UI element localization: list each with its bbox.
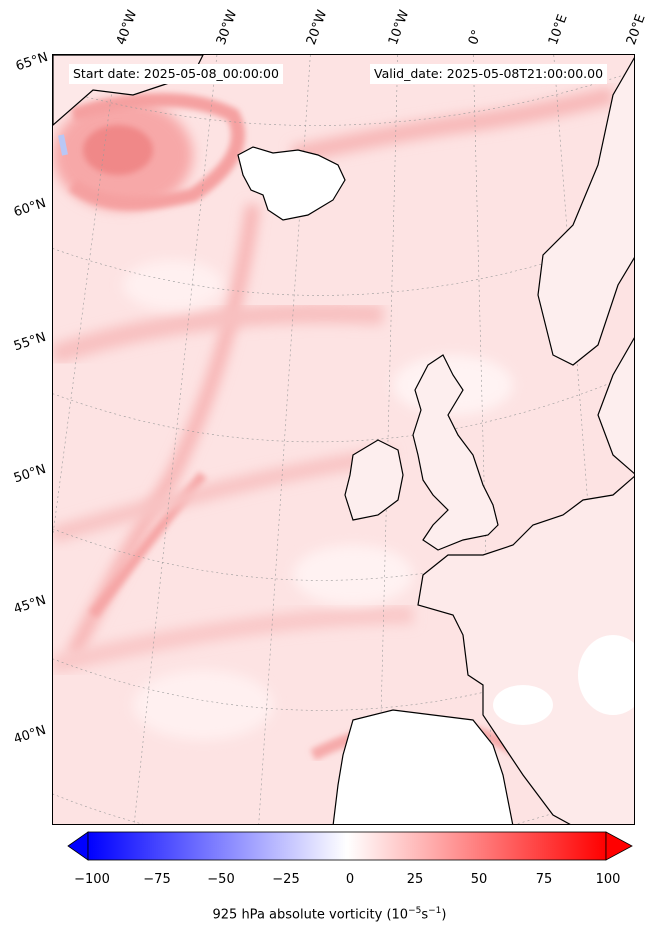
lat-label-40n: 40°N <box>12 722 48 748</box>
sweden-coast <box>597 337 634 475</box>
colorbar-tick-label: −25 <box>272 872 300 887</box>
lon-label-10e: 10°E <box>545 12 571 48</box>
lat-label-45n: 45°N <box>12 592 48 618</box>
colorbar-min-extension <box>67 831 89 861</box>
continental-europe-coast <box>417 475 634 824</box>
lat-label-60n: 60°N <box>12 195 48 221</box>
ireland-coast <box>344 439 404 521</box>
colorbar-tick-label: 75 <box>535 872 553 887</box>
colorbar <box>67 831 633 861</box>
lon-label-20w: 20°W <box>303 8 331 47</box>
colorbar-ramp <box>87 831 607 861</box>
lon-label-40w: 40°W <box>113 8 141 47</box>
iberia-coast <box>332 709 514 824</box>
lon-label-0: 0° <box>465 27 486 47</box>
vorticity-map <box>53 55 634 824</box>
colorbar-max-extension <box>605 831 633 861</box>
lat-label-50n: 50°N <box>12 461 48 487</box>
lat-label-65n: 65°N <box>14 49 50 75</box>
lon-label-30w: 30°W <box>213 8 241 47</box>
colorbar-tick-label: −50 <box>207 872 235 887</box>
norway-coast <box>537 57 634 366</box>
colorbar-label: 925 hPa absolute vorticity (10−5s−1) <box>212 906 447 923</box>
valid-date-label: Valid_date: 2025-05-08T21:00:00.00 <box>370 64 608 84</box>
lat-label-55n: 55°N <box>12 329 48 355</box>
map-panel <box>52 54 635 825</box>
iceland-coast <box>237 146 346 221</box>
low-vorticity-patches <box>493 635 634 725</box>
colorbar-tick-label: −100 <box>74 872 110 887</box>
great-britain-coast <box>412 354 499 551</box>
lon-label-20e: 20°E <box>623 12 649 48</box>
colorbar-tick-label: −75 <box>143 872 171 887</box>
colorbar-tick-label: 100 <box>595 872 621 887</box>
start-date-label: Start date: 2025-05-08_00:00:00 <box>69 64 283 84</box>
colorbar-tick-label: 50 <box>470 872 488 887</box>
colorbar-tick-label: 0 <box>345 872 355 887</box>
colorbar-tick-label: 25 <box>406 872 424 887</box>
lon-label-10w: 10°W <box>385 8 413 47</box>
